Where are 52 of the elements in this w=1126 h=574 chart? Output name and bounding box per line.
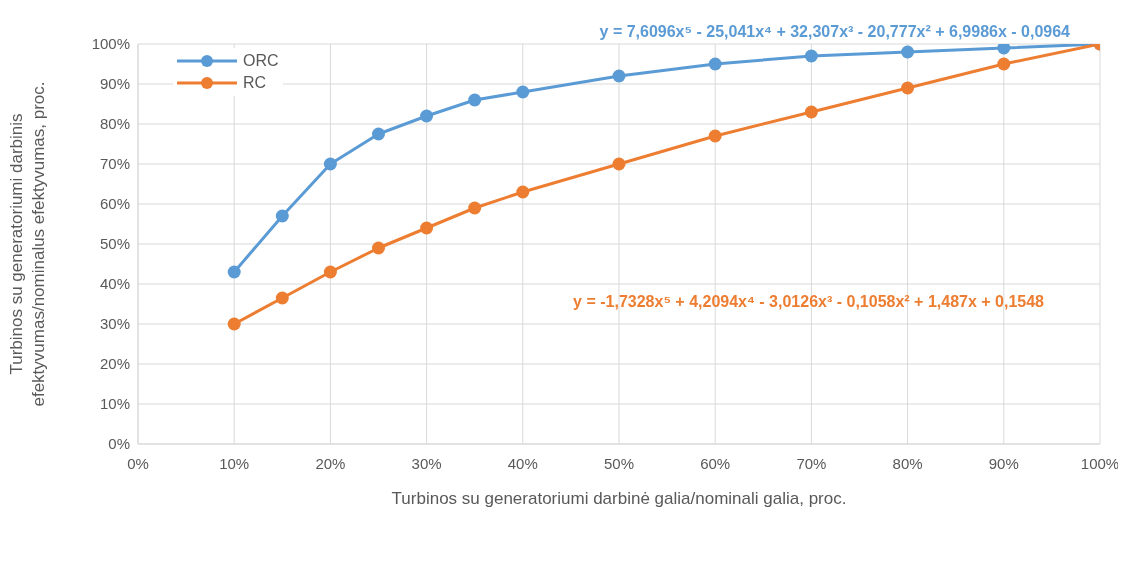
point: [901, 81, 915, 95]
point: [708, 57, 722, 71]
y-tick-label: 90%: [99, 75, 130, 93]
x-tick-label: 10%: [219, 454, 250, 472]
point: [323, 157, 337, 171]
point: [227, 317, 241, 331]
point: [804, 105, 818, 119]
x-tick-label: 0%: [127, 454, 149, 472]
point: [468, 201, 482, 215]
legend-label: RC: [243, 74, 267, 92]
legend-label: ORC: [243, 52, 279, 70]
point: [612, 157, 626, 171]
y-tick-label: 60%: [99, 195, 130, 213]
point: [708, 129, 722, 143]
y-tick-label: 20%: [99, 355, 130, 373]
x-tick-label: 50%: [603, 454, 635, 472]
y-tick-label: 70%: [99, 155, 130, 173]
y-tick-label: 10%: [99, 395, 130, 413]
y-tick-label: 40%: [99, 275, 130, 293]
x-tick-label: 90%: [988, 454, 1019, 472]
point: [468, 93, 482, 107]
x-tick-label: 100%: [1080, 454, 1120, 472]
x-tick-label: 80%: [892, 454, 923, 472]
y-tick-label: 50%: [99, 235, 130, 253]
x-tick-label: 20%: [315, 454, 346, 472]
point: [372, 241, 385, 255]
point: [275, 209, 289, 223]
y-axis-title: Turbinos su generatoriumi darbinis efektyvumas/nominalus efektyvumas, proc.: [7, 81, 48, 407]
point: [420, 109, 434, 123]
x-tick-label: 30%: [411, 454, 442, 472]
text: y = 7,6096x⁵ - 25,041x⁴ + 32,307x³ - 20,777x² + 6,9986x - 0,0964: [599, 23, 1071, 40]
point: [516, 185, 530, 199]
point: [516, 85, 530, 99]
x-tick-label: 70%: [796, 454, 827, 472]
annotation: y = -1,7328x⁵ + 4,2094x⁴ - 3,0126x³ - 0,1058x² + 1,487x + 0,1548: [573, 293, 1045, 310]
point: [997, 57, 1011, 71]
point: [323, 265, 337, 279]
x-tick-label: 60%: [700, 454, 731, 472]
point: [612, 69, 626, 83]
y-tick-label: 0%: [108, 435, 130, 453]
point: [420, 221, 434, 235]
point: [901, 45, 915, 59]
y-tick-label: 100%: [91, 35, 130, 53]
x-tick-label: 40%: [507, 454, 538, 472]
point: [275, 291, 289, 305]
y-tick-label: 80%: [99, 115, 130, 133]
x-axis-title: Turbinos su generatoriumi darbinė galia/nominali galia, proc.: [391, 489, 847, 508]
point: [804, 49, 818, 63]
point: [227, 265, 241, 279]
point: [372, 127, 385, 141]
y-tick-label: 30%: [99, 315, 130, 333]
point: [997, 44, 1011, 55]
